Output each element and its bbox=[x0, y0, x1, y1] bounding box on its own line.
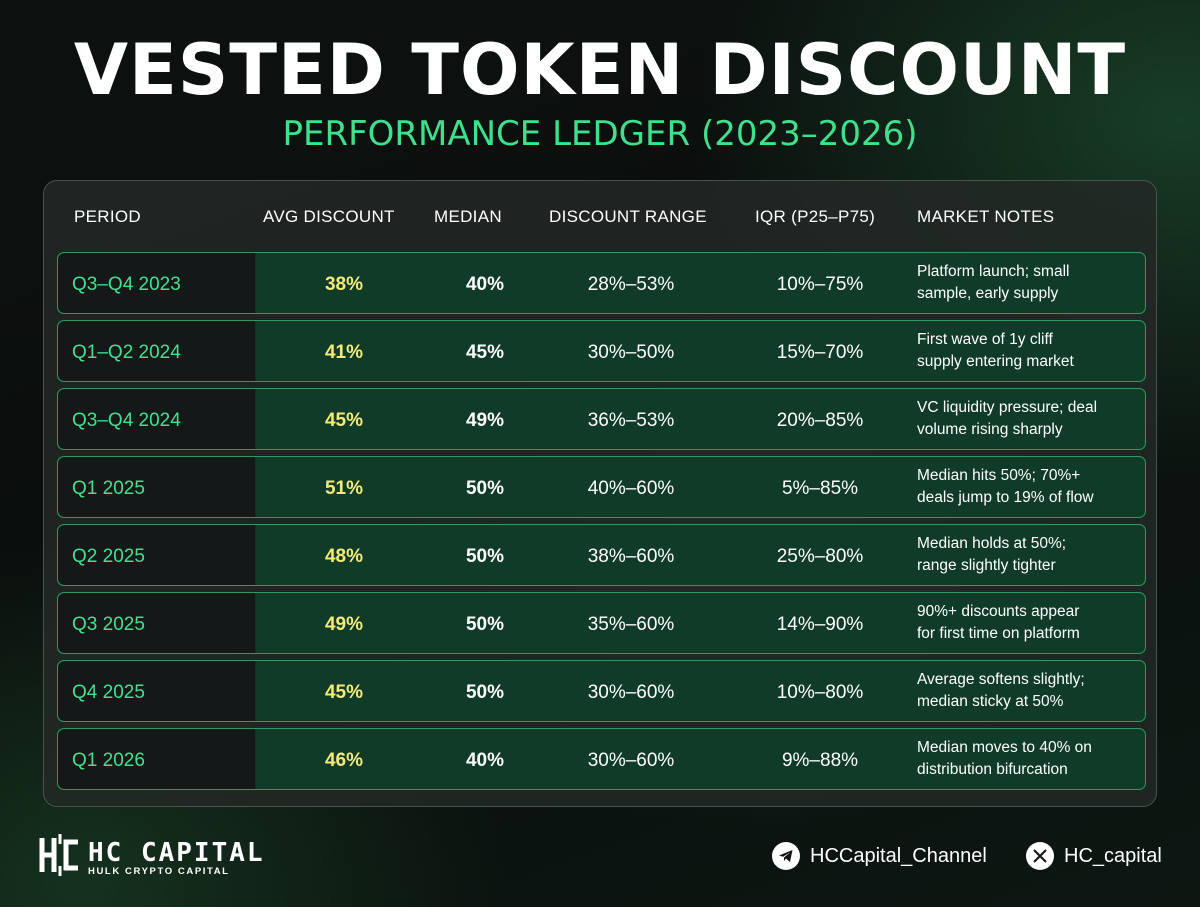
iqr-value: 9%–88% bbox=[781, 750, 859, 771]
iqr-value: 10%–80% bbox=[776, 682, 864, 703]
avg-discount-value: 46% bbox=[324, 750, 364, 771]
discount-range-value: 40%–60% bbox=[587, 478, 675, 499]
table-row: Q3 2025 49% 50% 35%–60% 14%–90% 90%+ discount… bbox=[57, 592, 1146, 654]
x-icon bbox=[1026, 842, 1054, 870]
median-value: 45% bbox=[465, 342, 505, 363]
col-header-discount-range: DISCOUNT RANGE bbox=[549, 207, 707, 226]
col-header-median: MEDIAN bbox=[434, 207, 502, 226]
period-label: Q1 2026 bbox=[72, 750, 145, 771]
period-label: Q3–Q4 2024 bbox=[72, 410, 181, 431]
avg-discount-value: 49% bbox=[324, 614, 364, 635]
median-value: 40% bbox=[465, 750, 505, 771]
period-cell: Q1–Q2 2024 bbox=[58, 321, 256, 381]
period-label: Q4 2025 bbox=[72, 682, 145, 703]
market-note-line: Average softens slightly; bbox=[917, 671, 1085, 688]
market-note-line: supply entering market bbox=[917, 353, 1074, 370]
twitter-link[interactable]: HC_capital bbox=[1026, 841, 1162, 871]
median-value: 50% bbox=[465, 478, 505, 499]
telegram-link[interactable]: HCCapital_Channel bbox=[772, 841, 987, 871]
avg-discount-value: 41% bbox=[324, 342, 364, 363]
market-note-line: Median moves to 40% on bbox=[917, 739, 1092, 756]
avg-discount-value: 51% bbox=[324, 478, 364, 499]
hc-capital-logo-icon bbox=[38, 832, 82, 882]
discount-range-value: 30%–50% bbox=[587, 342, 675, 363]
iqr-value: 10%–75% bbox=[776, 274, 864, 295]
period-label: Q3–Q4 2023 bbox=[72, 274, 181, 295]
period-label: Q3 2025 bbox=[72, 614, 145, 635]
period-label: Q1 2025 bbox=[72, 478, 145, 499]
telegram-icon bbox=[772, 842, 800, 870]
median-value: 49% bbox=[465, 410, 505, 431]
period-cell: Q1 2026 bbox=[58, 729, 256, 789]
avg-discount-value: 45% bbox=[324, 682, 364, 703]
col-header-period: PERIOD bbox=[74, 207, 141, 226]
discount-range-value: 35%–60% bbox=[587, 614, 675, 635]
iqr-value: 20%–85% bbox=[776, 410, 864, 431]
market-note-line: Platform launch; small bbox=[917, 263, 1070, 280]
twitter-handle: HC_capital bbox=[1064, 844, 1162, 867]
market-notes: First wave of 1y cliff supply entering ma… bbox=[917, 329, 1142, 373]
market-notes: Median holds at 50%; range slightly tight… bbox=[917, 533, 1142, 577]
table-row: Q3–Q4 2023 38% 40% 28%–53% 10%–75% Platform l… bbox=[57, 252, 1146, 314]
col-header-iqr: IQR (P25–P75) bbox=[755, 207, 876, 226]
col-header-avg-discount: AVG DISCOUNT bbox=[263, 207, 395, 226]
discount-range-value: 36%–53% bbox=[587, 410, 675, 431]
col-header-market-notes: MARKET NOTES bbox=[917, 207, 1055, 226]
market-note-line: median sticky at 50% bbox=[917, 693, 1064, 710]
market-notes: Platform launch; small sample, early supp… bbox=[917, 261, 1142, 305]
page-subtitle: PERFORMANCE LEDGER (2023–2026) bbox=[282, 114, 918, 154]
period-cell: Q3–Q4 2024 bbox=[58, 389, 256, 449]
market-notes: Median hits 50%; 70%+ deals jump to 19% o… bbox=[917, 465, 1142, 509]
market-note-line: First wave of 1y cliff bbox=[917, 331, 1053, 348]
period-cell: Q4 2025 bbox=[58, 661, 256, 721]
avg-discount-value: 38% bbox=[324, 274, 364, 295]
table-row: Q4 2025 45% 50% 30%–60% 10%–80% Average softe… bbox=[57, 660, 1146, 722]
market-note-line: VC liquidity pressure; deal bbox=[917, 399, 1098, 416]
page-title: VESTED TOKEN DISCOUNT bbox=[73, 29, 1127, 111]
brand-subtitle: HULK CRYPTO CAPITAL bbox=[88, 866, 230, 877]
median-value: 50% bbox=[465, 614, 505, 635]
table-row: Q1 2026 46% 40% 30%–60% 9%–88% Median moves t… bbox=[57, 728, 1146, 790]
table-header: PERIOD AVG DISCOUNT MEDIAN DISCOUNT RANG… bbox=[44, 181, 1156, 251]
iqr-value: 5%–85% bbox=[781, 478, 859, 499]
table-row: Q1–Q2 2024 41% 45% 30%–50% 15%–70% First wave… bbox=[57, 320, 1146, 382]
discount-range-value: 30%–60% bbox=[587, 750, 675, 771]
ledger-table: PERIOD AVG DISCOUNT MEDIAN DISCOUNT RANG… bbox=[43, 180, 1157, 807]
period-cell: Q3–Q4 2023 bbox=[58, 253, 256, 313]
period-label: Q2 2025 bbox=[72, 546, 145, 567]
discount-range-value: 30%–60% bbox=[587, 682, 675, 703]
avg-discount-value: 45% bbox=[324, 410, 364, 431]
median-value: 50% bbox=[465, 682, 505, 703]
iqr-value: 15%–70% bbox=[776, 342, 864, 363]
median-value: 50% bbox=[465, 546, 505, 567]
median-value: 40% bbox=[465, 274, 505, 295]
market-note-line: sample, early supply bbox=[917, 285, 1059, 302]
table-row: Q2 2025 48% 50% 38%–60% 25%–80% Median holds … bbox=[57, 524, 1146, 586]
telegram-handle: HCCapital_Channel bbox=[810, 844, 987, 867]
market-notes: Median moves to 40% on distribution bifur… bbox=[917, 737, 1142, 781]
iqr-value: 14%–90% bbox=[776, 614, 864, 635]
market-note-line: for first time on platform bbox=[917, 625, 1080, 642]
table-row: Q3–Q4 2024 45% 49% 36%–53% 20%–85% VC liquidi… bbox=[57, 388, 1146, 450]
period-cell: Q2 2025 bbox=[58, 525, 256, 585]
market-note-line: deals jump to 19% of flow bbox=[917, 489, 1094, 506]
avg-discount-value: 48% bbox=[324, 546, 364, 567]
market-notes: Average softens slightly; median sticky a… bbox=[917, 669, 1142, 713]
market-notes: 90%+ discounts appear for first time on p… bbox=[917, 601, 1142, 645]
market-note-line: volume rising sharply bbox=[917, 421, 1063, 438]
market-note-line: 90%+ discounts appear bbox=[917, 603, 1080, 620]
market-notes: VC liquidity pressure; deal volume rising… bbox=[917, 397, 1142, 441]
discount-range-value: 28%–53% bbox=[587, 274, 675, 295]
brand-name: HC CAPITAL bbox=[88, 838, 265, 868]
period-cell: Q3 2025 bbox=[58, 593, 256, 653]
market-note-line: range slightly tighter bbox=[917, 557, 1056, 574]
table-row: Q1 2025 51% 50% 40%–60% 5%–85% Median hits 50… bbox=[57, 456, 1146, 518]
discount-range-value: 38%–60% bbox=[587, 546, 675, 567]
iqr-value: 25%–80% bbox=[776, 546, 864, 567]
market-note-line: distribution bifurcation bbox=[917, 761, 1068, 778]
period-label: Q1–Q2 2024 bbox=[72, 342, 181, 363]
market-note-line: Median hits 50%; 70%+ bbox=[917, 467, 1081, 484]
period-cell: Q1 2025 bbox=[58, 457, 256, 517]
market-note-line: Median holds at 50%; bbox=[917, 535, 1067, 552]
